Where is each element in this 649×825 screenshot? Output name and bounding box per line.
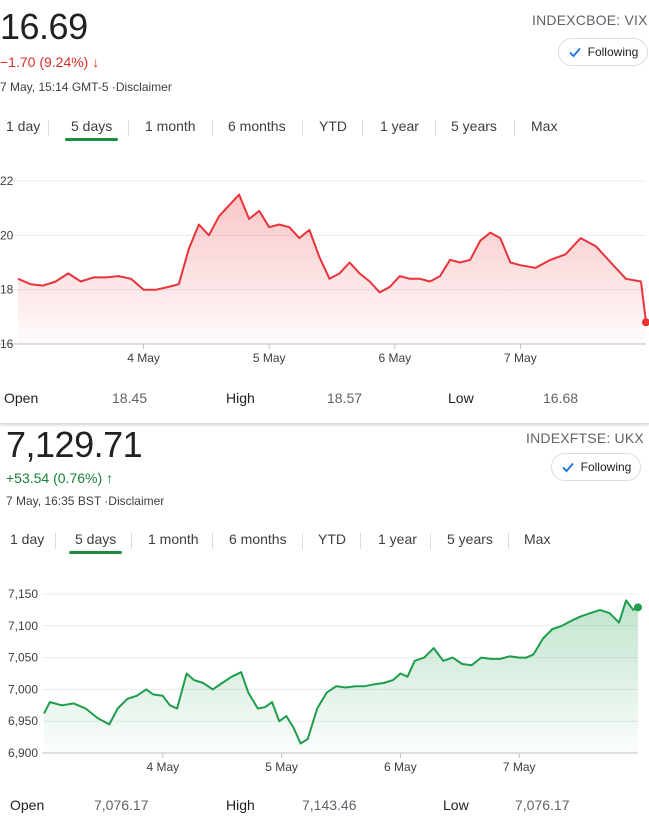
x-tick-label: 7 May: [504, 351, 537, 365]
vix-tab-1-day[interactable]: 1 day: [6, 118, 41, 134]
y-tick-label: 7,100: [8, 619, 38, 633]
vix-range-tabs: 1 day 5 days 1 month 6 months YTD 1 year…: [0, 116, 649, 146]
x-tick-label: 7 May: [503, 760, 536, 774]
series-line: [17, 193, 647, 323]
arrow-up-icon: ↑: [106, 470, 114, 486]
ukx-tab-1-year[interactable]: 1 year: [378, 531, 417, 547]
ukx-tab-1-day[interactable]: 1 day: [10, 531, 45, 547]
ukx-change-value: +53.54 (0.76%): [6, 470, 103, 486]
checkmark-icon: [569, 47, 581, 58]
y-tick-label: 20: [0, 228, 14, 242]
x-tick-label: 4 May: [127, 351, 160, 365]
vix-tab-6-months[interactable]: 6 months: [228, 118, 286, 134]
series-line: [43, 599, 639, 745]
tab-divider: [302, 533, 303, 549]
vix-tab-1-year[interactable]: 1 year: [380, 118, 419, 134]
ukx-disclaimer-link[interactable]: Disclaimer: [108, 494, 165, 508]
y-tick-label: 16: [0, 337, 14, 351]
series-area: [18, 194, 646, 344]
vix-chart[interactable]: 16 18 20 22 4 May 5 May 6 May 7 May: [0, 0, 649, 380]
ukx-low-label: Low: [443, 797, 469, 813]
vix-open-value: 18.45: [112, 390, 148, 406]
vix-tab-5-years[interactable]: 5 years: [451, 118, 497, 134]
y-tick-label: 22: [0, 174, 14, 188]
tab-divider: [212, 120, 213, 136]
y-tick-label: 7,150: [8, 587, 38, 601]
tab-divider: [128, 120, 129, 136]
ukx-meta: 7 May, 16:35 BST ·Disclaimer: [6, 494, 165, 508]
vix-following-button[interactable]: Following: [558, 38, 648, 66]
y-tick-label: 7,050: [8, 651, 38, 665]
y-tick-label: 6,900: [8, 746, 38, 760]
tab-divider: [55, 533, 56, 549]
vix-change: −1.70 (9.24%) ↓: [0, 54, 99, 70]
tab-divider: [508, 533, 509, 549]
vix-low-label: Low: [448, 390, 474, 406]
series-area: [44, 600, 638, 753]
tab-divider: [435, 120, 436, 136]
current-value-point: [634, 603, 642, 612]
vix-tab-ytd[interactable]: YTD: [319, 118, 347, 134]
vix-ticker: INDEXCBOE: VIX: [532, 12, 648, 28]
ukx-tab-5-days[interactable]: 5 days: [68, 529, 123, 559]
ukx-change: +53.54 (0.76%) ↑: [6, 470, 113, 486]
vix-price: 16.69: [0, 6, 88, 47]
ukx-stats: Open 7,076.17 High 7,143.46 Low 7,076.17: [0, 797, 649, 817]
vix-low-value: 16.68: [543, 390, 579, 406]
vix-disclaimer-link[interactable]: Disclaimer: [115, 80, 172, 94]
ukx-open-label: Open: [10, 797, 45, 813]
tab-divider: [212, 533, 213, 549]
ukx-high-value: 7,143.46: [302, 797, 357, 813]
vix-open-label: Open: [4, 390, 39, 406]
ukx-tab-ytd[interactable]: YTD: [318, 531, 346, 547]
ukx-panel: 7,129.71 +53.54 (0.76%) ↑ 7 May, 16:35 BS…: [0, 424, 649, 825]
ukx-high-label: High: [226, 797, 255, 813]
ukx-tab-6-months[interactable]: 6 months: [229, 531, 287, 547]
vix-tab-1-month[interactable]: 1 month: [145, 118, 196, 134]
ukx-ticker: INDEXFTSE: UKX: [526, 430, 644, 446]
ukx-tab-5-years[interactable]: 5 years: [447, 531, 493, 547]
tab-divider: [131, 533, 132, 549]
x-tick-label: 5 May: [265, 760, 298, 774]
ukx-tab-max[interactable]: Max: [524, 531, 551, 547]
ukx-range-tabs: 1 day 5 days 1 month 6 months YTD 1 year…: [0, 529, 649, 559]
arrow-down-icon: ↓: [92, 54, 100, 70]
checkmark-icon: [562, 462, 574, 473]
x-tick-label: 6 May: [384, 760, 417, 774]
vix-stats: Open 18.45 High 18.57 Low 16.68: [0, 390, 649, 410]
tab-divider: [362, 120, 363, 136]
x-tick-label: 6 May: [378, 351, 411, 365]
ukx-timestamp: 7 May, 16:35 BST: [6, 494, 101, 508]
vix-meta: 7 May, 15:14 GMT-5 ·Disclaimer: [0, 80, 172, 94]
y-tick-label: 7,000: [8, 682, 38, 696]
ukx-low-value: 7,076.17: [515, 797, 570, 813]
tab-divider: [48, 120, 49, 136]
y-tick-label: 6,950: [8, 714, 38, 728]
vix-following-label: Following: [587, 45, 639, 59]
tab-divider: [302, 120, 303, 136]
tab-divider: [360, 533, 361, 549]
vix-change-value: −1.70 (9.24%): [0, 54, 89, 70]
ukx-following-label: Following: [580, 460, 632, 474]
vix-tab-5-days[interactable]: 5 days: [64, 116, 119, 146]
vix-high-value: 18.57: [327, 390, 363, 406]
ukx-tab-1-month[interactable]: 1 month: [148, 531, 199, 547]
y-tick-label: 18: [0, 283, 14, 297]
vix-panel: 16.69 −1.70 (9.24%) ↓ 7 May, 15:14 GMT-5 …: [0, 0, 649, 424]
vix-high-label: High: [226, 390, 255, 406]
tab-divider: [430, 533, 431, 549]
vix-tab-max[interactable]: Max: [531, 118, 558, 134]
ukx-following-button[interactable]: Following: [551, 453, 641, 481]
vix-timestamp: 7 May, 15:14 GMT-5: [0, 80, 109, 94]
ukx-chart[interactable]: 6,900 6,950 7,000 7,050 7,100 7,150 4 May 5 May…: [0, 424, 649, 794]
x-tick-label: 5 May: [253, 351, 286, 365]
x-tick-label: 4 May: [146, 760, 179, 774]
ukx-open-value: 7,076.17: [94, 797, 149, 813]
tab-divider: [514, 120, 515, 136]
ukx-price: 7,129.71: [6, 424, 143, 465]
current-value-point: [642, 318, 649, 327]
